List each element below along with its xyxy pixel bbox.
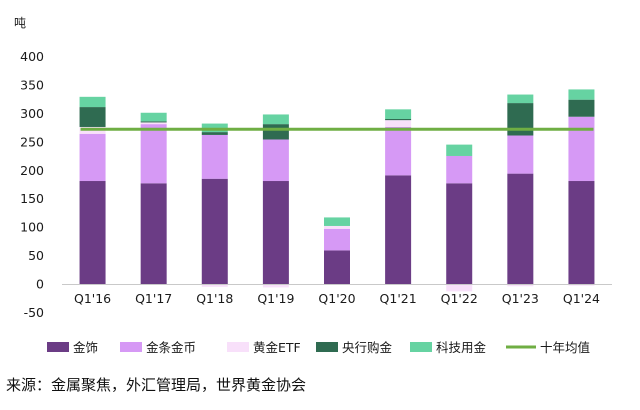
x-tick-label: Q1'24: [563, 291, 600, 306]
legend-label: 金条金币: [146, 340, 196, 355]
bar-segment: [140, 121, 167, 123]
legend-label: 金饰: [73, 340, 98, 355]
legend-swatch: [227, 342, 249, 352]
bar-segment: [385, 120, 412, 127]
legend-swatch: [120, 342, 142, 352]
x-tick-label: Q1'19: [257, 291, 294, 306]
x-tick-label: Q1'21: [380, 291, 417, 306]
bar-segment: [79, 96, 106, 108]
bar-segment: [507, 135, 534, 174]
bar-segment: [262, 139, 289, 182]
bar-segment: [568, 116, 595, 182]
y-tick-label: 100: [20, 220, 44, 235]
legend-label: 科技用金: [436, 340, 487, 355]
x-tick-label: Q1'20: [318, 291, 355, 306]
bar-segment: [446, 183, 473, 285]
x-tick-label: Q1'23: [502, 291, 539, 306]
bar-segment: [262, 181, 289, 285]
bar-segment: [140, 122, 167, 125]
chart-svg: 吨 -50 0 50 100 150 200 250 300 350 400 Q1'16 Q1'17 Q1…: [14, 16, 612, 355]
legend-swatch: [47, 342, 69, 352]
bar-segment: [324, 250, 350, 285]
y-tick-label: 250: [20, 134, 44, 149]
bar-segment: [79, 107, 106, 127]
y-tick-label: 300: [20, 106, 44, 121]
legend-label: 黄金ETF: [253, 340, 301, 355]
source-note: 来源：金属聚焦，外汇管理局，世界黄金协会: [6, 376, 307, 394]
bar-segment: [201, 132, 228, 135]
bar-segment: [140, 124, 167, 184]
legend-swatch: [410, 342, 432, 352]
bar-segment: [262, 284, 289, 288]
bar-segment: [568, 284, 595, 286]
bar-segment: [568, 99, 595, 117]
y-tick-label: 50: [28, 248, 44, 263]
x-tick-label: Q1'16: [74, 291, 111, 306]
bar-segment: [507, 94, 534, 104]
bar-segment: [79, 133, 106, 182]
y-tick-label: 0: [36, 277, 44, 292]
bar-segment: [140, 183, 167, 285]
bar-segment: [324, 225, 350, 229]
bar-segment: [385, 126, 412, 176]
y-tick-label: 400: [20, 49, 44, 64]
bar-segment: [385, 175, 412, 285]
x-tick-label: Q1'18: [196, 291, 233, 306]
y-tick-label: -50: [24, 305, 44, 320]
bar-segment: [262, 114, 289, 125]
y-tick-label: 200: [20, 163, 44, 178]
bar-segment: [201, 134, 228, 179]
bar-segment: [568, 181, 595, 285]
legend-swatch: [316, 342, 338, 352]
bar-segment: [385, 119, 412, 121]
bar-segment: [568, 89, 595, 100]
bar-segment: [140, 112, 167, 122]
x-tick-label: Q1'17: [135, 291, 172, 306]
x-tick-label: Q1'22: [441, 291, 478, 306]
bar-segment: [201, 178, 228, 285]
bar-segment: [324, 228, 350, 251]
y-tick-label: 150: [20, 191, 44, 206]
bar-segment: [507, 173, 534, 285]
y-tick-label: 350: [20, 77, 44, 92]
bar-segment: [201, 284, 228, 287]
legend-label: 十年均值: [540, 340, 590, 355]
legend-label: 央行购金: [342, 340, 393, 355]
bar-segment: [446, 155, 473, 184]
bar-segment: [324, 217, 350, 226]
bar-segment: [446, 284, 473, 292]
bar-segment: [79, 181, 106, 285]
bar-segment: [507, 284, 534, 287]
bar-segment: [262, 124, 289, 140]
y-unit-label: 吨: [14, 16, 26, 30]
bar-segment: [446, 144, 473, 156]
bar-segment: [385, 109, 412, 120]
